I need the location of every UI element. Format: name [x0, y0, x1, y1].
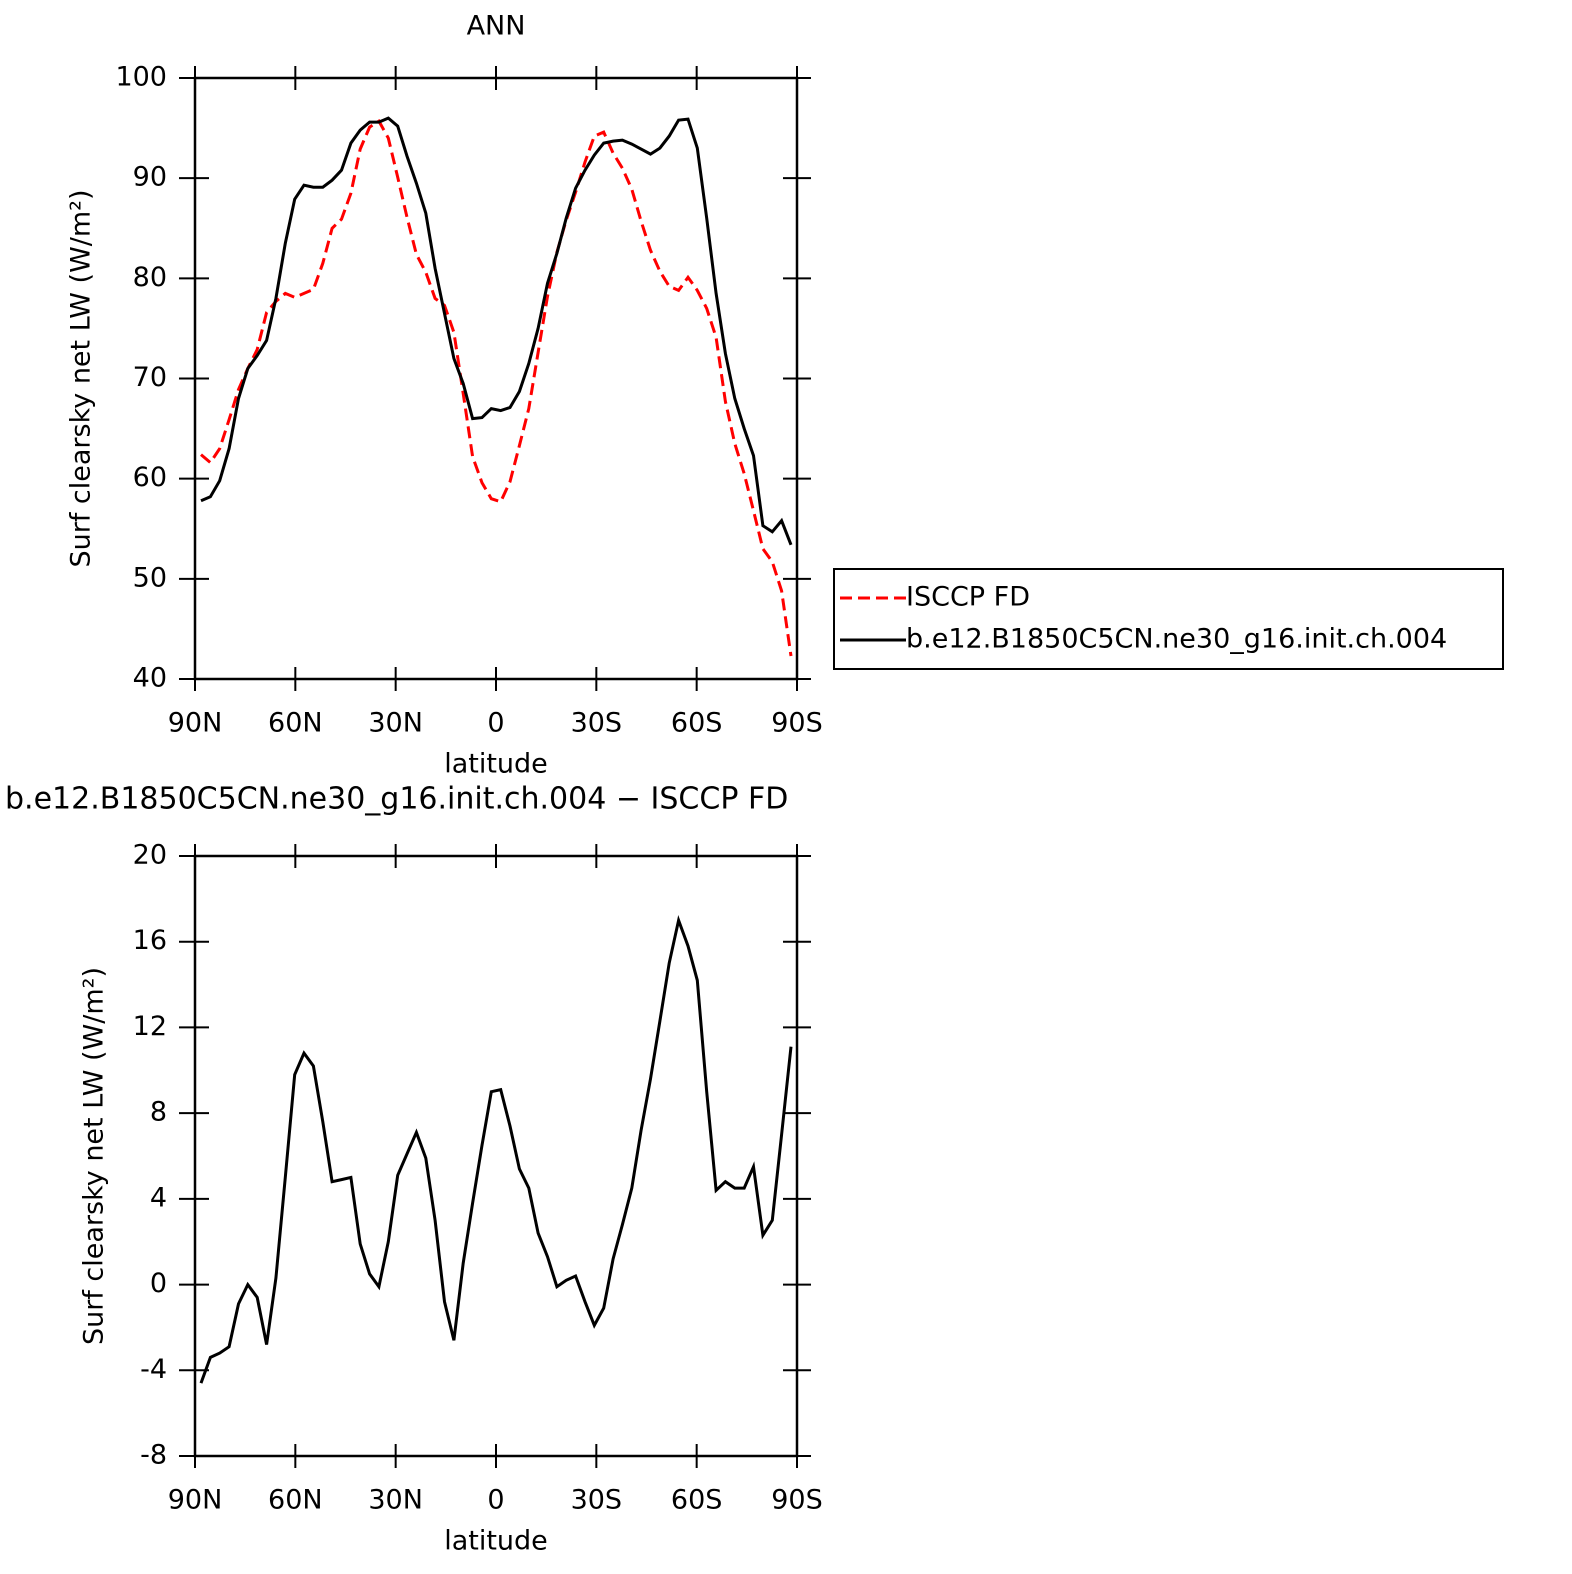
- x-tick-label: 30N: [368, 1485, 423, 1516]
- legend-label: ISCCP FD: [906, 582, 1030, 613]
- x-tick-label: 60S: [671, 1485, 723, 1516]
- legend-label: b.e12.B1850C5CN.ne30_g16.init.ch.004: [906, 624, 1447, 655]
- x-axis-label: latitude: [444, 1526, 548, 1557]
- x-tick-label: 0: [487, 708, 504, 739]
- y-tick-label: 100: [115, 62, 167, 93]
- x-tick-label: 90N: [168, 1485, 223, 1516]
- x-tick-label: 30S: [571, 1485, 623, 1516]
- y-tick-label: -8: [140, 1440, 167, 1471]
- x-tick-label: 30S: [571, 708, 623, 739]
- x-tick-label: 60N: [268, 708, 323, 739]
- y-axis-label: Surf clearsky net LW (W/m²): [66, 189, 97, 567]
- y-tick-label: -4: [140, 1354, 167, 1385]
- y-tick-label: 70: [133, 362, 167, 393]
- plot-frame: [193, 854, 799, 1458]
- y-tick-label: 4: [150, 1182, 167, 1213]
- y-tick-label: 60: [133, 462, 167, 493]
- y-tick-label: 20: [133, 840, 167, 871]
- x-tick-label: 90N: [168, 708, 223, 739]
- x-tick-label: 90S: [771, 708, 823, 739]
- data-line: [200, 118, 793, 657]
- y-tick-label: 0: [150, 1268, 167, 1299]
- x-tick-label: 0: [487, 1485, 504, 1516]
- chart-title: ANN: [467, 11, 526, 42]
- y-tick-label: 90: [133, 162, 167, 193]
- y-tick-label: 8: [150, 1097, 167, 1128]
- plot-frame: [193, 76, 799, 681]
- data-line: [199, 914, 793, 1384]
- y-tick-label: 12: [133, 1011, 167, 1042]
- chart-title: b.e12.B1850C5CN.ne30_g16.init.ch.004 − I…: [5, 782, 788, 817]
- x-axis-label: latitude: [444, 749, 548, 780]
- y-tick-label: 80: [133, 262, 167, 293]
- data-line: [200, 116, 793, 546]
- y-axis-label: Surf clearsky net LW (W/m²): [79, 967, 110, 1345]
- x-tick-label: 60S: [671, 708, 723, 739]
- y-tick-label: 16: [133, 925, 167, 956]
- x-tick-label: 60N: [268, 1485, 323, 1516]
- legend-box: [833, 568, 1504, 670]
- x-tick-label: 90S: [771, 1485, 823, 1516]
- y-tick-label: 50: [133, 562, 167, 593]
- y-tick-label: 40: [133, 663, 167, 694]
- x-tick-label: 30N: [368, 708, 423, 739]
